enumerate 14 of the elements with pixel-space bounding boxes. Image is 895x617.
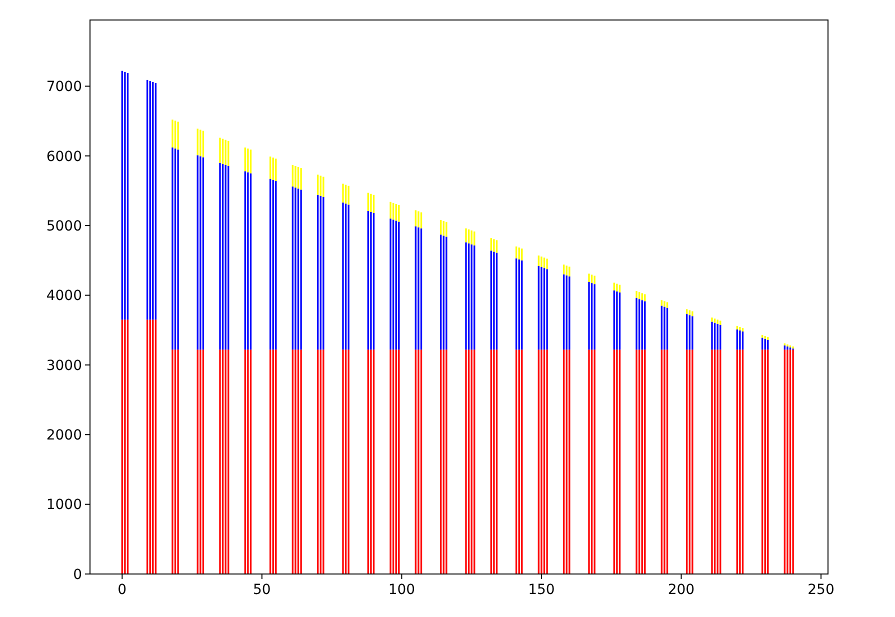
x-tick-label: 0 bbox=[118, 582, 127, 598]
y-tick-label: 2000 bbox=[46, 428, 82, 444]
x-tick-label: 50 bbox=[253, 582, 271, 598]
y-tick-label: 6000 bbox=[46, 148, 82, 165]
y-tick-label: 1000 bbox=[46, 497, 82, 514]
y-tick-label: 0 bbox=[73, 566, 82, 583]
y-tick-label: 7000 bbox=[46, 79, 82, 96]
x-tick-label: 200 bbox=[668, 582, 695, 598]
x-tick-label: 100 bbox=[388, 582, 416, 598]
x-tick-label: 250 bbox=[808, 582, 834, 598]
y-tick-label: 5000 bbox=[46, 218, 82, 234]
x-tick-label: 150 bbox=[528, 582, 555, 598]
y-tick-label: 3000 bbox=[46, 358, 82, 374]
y-tick-label: 4000 bbox=[46, 288, 82, 304]
